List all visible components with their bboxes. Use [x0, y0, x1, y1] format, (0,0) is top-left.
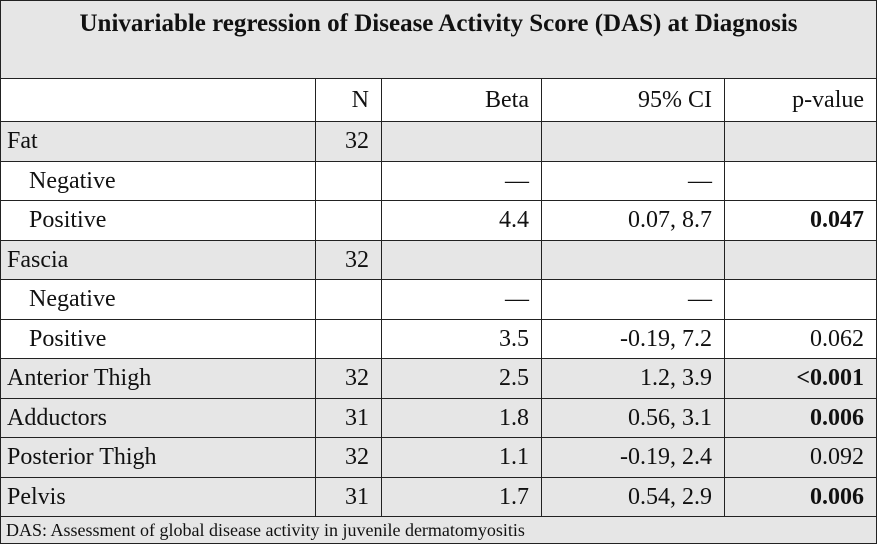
row-ci: — — [541, 160, 725, 201]
table-row: Fat 32 — [0, 121, 878, 162]
footnote-row: DAS: Assessment of global disease activi… — [0, 516, 878, 544]
table-row: Negative — — — [0, 160, 878, 201]
row-beta: 3.5 — [381, 318, 542, 359]
row-label: Fat — [0, 121, 316, 162]
row-label: Posterior Thigh — [0, 437, 316, 478]
row-p-value: 0.006 — [723, 476, 878, 517]
row-label: Adductors — [0, 397, 316, 438]
row-ci: 0.56, 3.1 — [541, 397, 725, 438]
row-label: Negative — [0, 279, 316, 320]
footnote: DAS: Assessment of global disease activi… — [0, 516, 878, 544]
row-p-value — [723, 121, 878, 162]
header-row: N Beta 95% CI p-value — [0, 78, 878, 122]
row-label: Negative — [0, 160, 316, 201]
row-n — [315, 279, 382, 320]
row-ci: -0.19, 2.4 — [541, 437, 725, 478]
row-ci: -0.19, 7.2 — [541, 318, 725, 359]
title-row: Univariable regression of Disease Activi… — [0, 0, 878, 79]
row-p-value: <0.001 — [723, 358, 878, 399]
table-row: Adductors 31 1.8 0.56, 3.1 0.006 — [0, 397, 878, 438]
header-beta: Beta — [381, 78, 542, 122]
row-beta: 1.8 — [381, 397, 542, 438]
row-beta: — — [381, 160, 542, 201]
row-ci: — — [541, 279, 725, 320]
row-beta — [381, 239, 542, 280]
row-ci — [541, 239, 725, 280]
header-n: N — [315, 78, 382, 122]
row-n: 32 — [315, 121, 382, 162]
header-p-value: p-value — [723, 78, 878, 122]
row-beta: 1.7 — [381, 476, 542, 517]
row-p-value — [723, 160, 878, 201]
table-row: Negative — — — [0, 279, 878, 320]
row-beta: — — [381, 279, 542, 320]
row-n: 32 — [315, 358, 382, 399]
row-p-value: 0.006 — [723, 397, 878, 438]
table-row: Positive 3.5 -0.19, 7.2 0.062 — [0, 318, 878, 359]
row-label: Positive — [0, 200, 316, 241]
table-row: Posterior Thigh 32 1.1 -0.19, 2.4 0.092 — [0, 437, 878, 478]
row-label: Pelvis — [0, 476, 316, 517]
header-ci: 95% CI — [541, 78, 725, 122]
table-row: Fascia 32 — [0, 239, 878, 280]
row-ci — [541, 121, 725, 162]
table-title: Univariable regression of Disease Activi… — [0, 0, 878, 79]
row-beta: 1.1 — [381, 437, 542, 478]
row-n: 31 — [315, 476, 382, 517]
row-n: 31 — [315, 397, 382, 438]
table-row: Pelvis 31 1.7 0.54, 2.9 0.006 — [0, 476, 878, 517]
row-n: 32 — [315, 437, 382, 478]
row-label: Anterior Thigh — [0, 358, 316, 399]
row-label: Fascia — [0, 239, 316, 280]
row-label: Positive — [0, 318, 316, 359]
row-ci: 0.54, 2.9 — [541, 476, 725, 517]
row-ci: 1.2, 3.9 — [541, 358, 725, 399]
row-beta: 2.5 — [381, 358, 542, 399]
row-p-value: 0.092 — [723, 437, 878, 478]
row-p-value: 0.047 — [723, 200, 878, 241]
row-p-value: 0.062 — [723, 318, 878, 359]
row-n — [315, 160, 382, 201]
row-beta — [381, 121, 542, 162]
table-row: Anterior Thigh 32 2.5 1.2, 3.9 <0.001 — [0, 358, 878, 399]
row-n — [315, 318, 382, 359]
row-p-value — [723, 279, 878, 320]
row-beta: 4.4 — [381, 200, 542, 241]
header-label — [0, 78, 316, 122]
row-n: 32 — [315, 239, 382, 280]
row-ci: 0.07, 8.7 — [541, 200, 725, 241]
row-p-value — [723, 239, 878, 280]
table-row: Positive 4.4 0.07, 8.7 0.047 — [0, 200, 878, 241]
row-n — [315, 200, 382, 241]
